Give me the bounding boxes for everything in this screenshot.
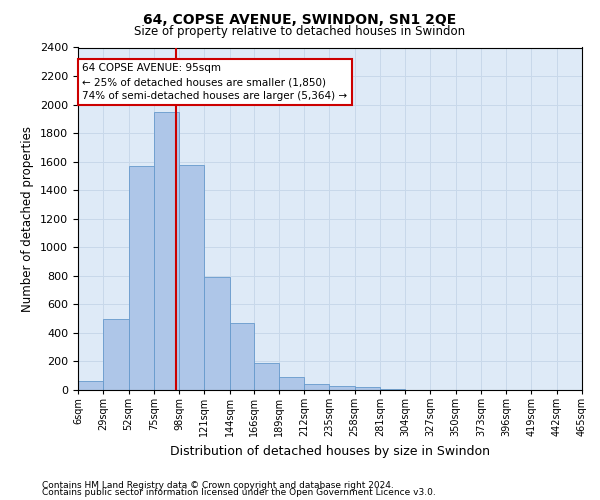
Text: Size of property relative to detached houses in Swindon: Size of property relative to detached ho… — [134, 25, 466, 38]
Bar — [204, 278, 230, 390]
Bar — [279, 377, 304, 390]
Text: Contains HM Land Registry data © Crown copyright and database right 2024.: Contains HM Land Registry data © Crown c… — [42, 480, 394, 490]
Bar — [355, 387, 380, 390]
Bar — [329, 386, 355, 390]
Bar — [304, 384, 329, 390]
Text: 64, COPSE AVENUE, SWINDON, SN1 2QE: 64, COPSE AVENUE, SWINDON, SN1 2QE — [143, 12, 457, 26]
Text: Contains public sector information licensed under the Open Government Licence v3: Contains public sector information licen… — [42, 488, 436, 497]
Bar — [179, 164, 204, 390]
Bar — [230, 323, 254, 390]
Bar — [128, 166, 154, 390]
Bar — [154, 112, 179, 390]
Bar — [78, 382, 103, 390]
Bar — [254, 363, 279, 390]
X-axis label: Distribution of detached houses by size in Swindon: Distribution of detached houses by size … — [170, 444, 490, 458]
Bar — [103, 318, 128, 390]
Y-axis label: Number of detached properties: Number of detached properties — [22, 126, 34, 312]
Text: 64 COPSE AVENUE: 95sqm
← 25% of detached houses are smaller (1,850)
74% of semi-: 64 COPSE AVENUE: 95sqm ← 25% of detached… — [82, 63, 347, 101]
